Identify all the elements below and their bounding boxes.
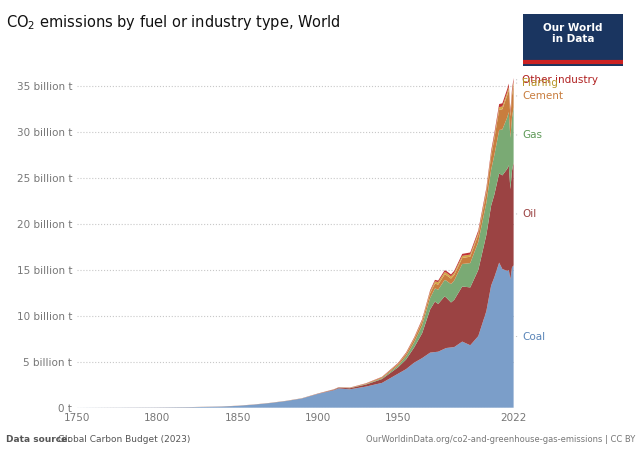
Text: Global Carbon Budget (2023): Global Carbon Budget (2023) <box>55 435 190 443</box>
Text: Data source:: Data source: <box>6 435 71 443</box>
Text: Flaring: Flaring <box>516 78 558 88</box>
Text: Coal: Coal <box>516 332 546 342</box>
Text: OurWorldinData.org/co2-and-greenhouse-gas-emissions | CC BY: OurWorldinData.org/co2-and-greenhouse-ga… <box>367 435 636 443</box>
Text: Other industry: Other industry <box>516 75 598 85</box>
Text: Our World
in Data: Our World in Data <box>543 23 603 44</box>
Text: Gas: Gas <box>516 130 542 140</box>
Text: CO$_2$ emissions by fuel or industry type, World: CO$_2$ emissions by fuel or industry typ… <box>6 13 341 32</box>
Text: Oil: Oil <box>516 209 537 219</box>
Text: Cement: Cement <box>516 91 563 101</box>
